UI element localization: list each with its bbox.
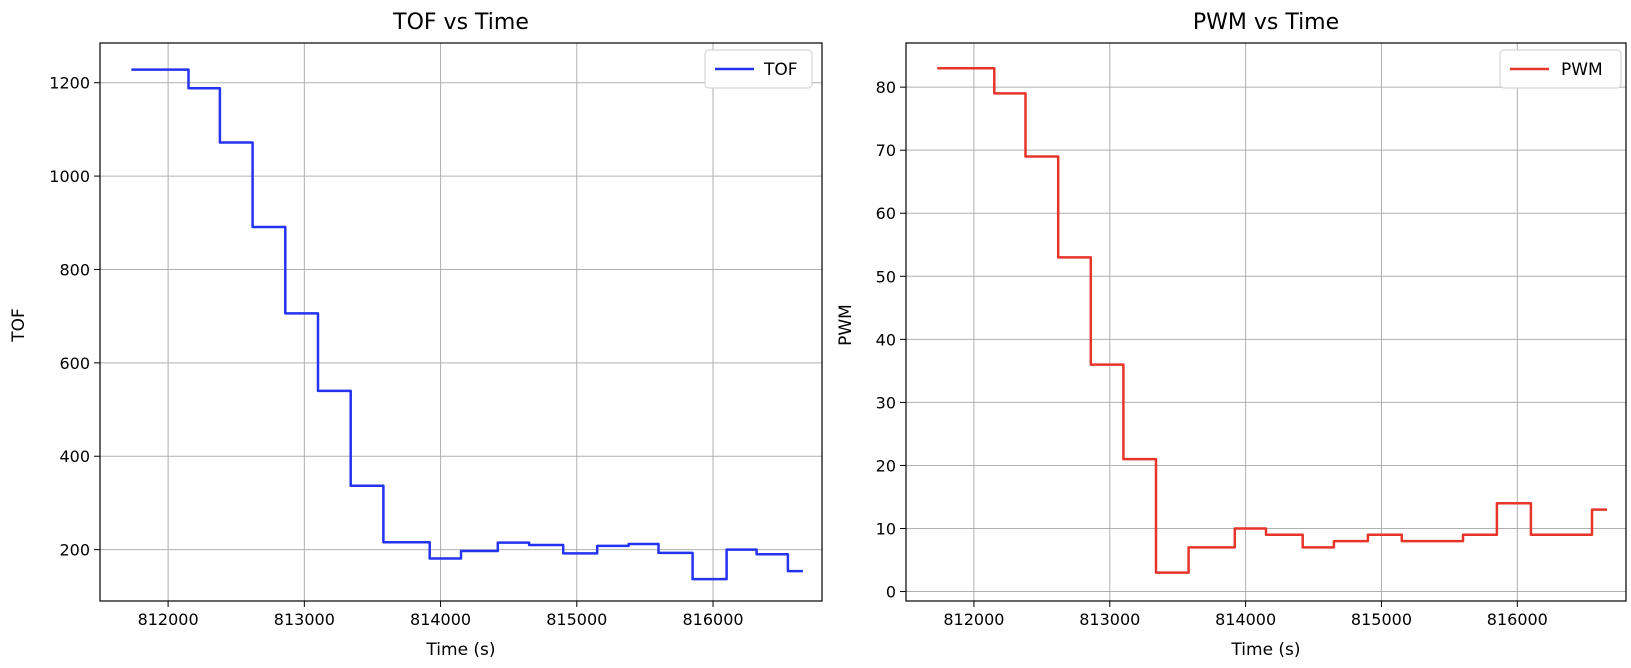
x-tick-label: 812000 — [943, 610, 1004, 629]
y-tick-label: 200 — [59, 541, 90, 560]
legend-box — [1499, 49, 1622, 89]
x-tick-label: 815000 — [1351, 610, 1412, 629]
legend-label: TOF — [763, 60, 798, 80]
y-tick-label: 0 — [886, 583, 896, 602]
y-tick-label: 80 — [876, 78, 896, 97]
x-axis-label: Time (s) — [1230, 640, 1300, 660]
pwm-chart: PWM vs Time Time (s) PWM 812000 813000 814… — [836, 10, 1627, 660]
y-tick-label: 600 — [59, 354, 90, 373]
y-tick-label: 1000 — [49, 167, 90, 186]
y-tick-label: 40 — [876, 330, 896, 349]
plot-frame — [905, 42, 1627, 602]
legend-label: PWM — [1561, 60, 1603, 80]
x-tick-label: 816000 — [1487, 610, 1548, 629]
x-axis-label: Time (s) — [425, 640, 495, 660]
y-tick-label: 800 — [59, 260, 90, 279]
y-tick-label: 1200 — [49, 74, 90, 93]
y-tick-label: 30 — [876, 393, 896, 412]
chart-title: PWM vs Time — [1193, 10, 1339, 35]
y-tick-label: 60 — [876, 204, 896, 223]
y-axis-label: PWM — [836, 304, 856, 346]
x-tick-label: 813000 — [274, 610, 335, 629]
series-line — [937, 66, 1607, 574]
legend: PWM — [1499, 49, 1622, 89]
y-axis-label: TOF — [9, 308, 29, 343]
tof-chart: TOF vs Time Time (s) TOF 812000 813000 814… — [9, 10, 823, 660]
x-tick-label: 812000 — [138, 610, 199, 629]
y-tick-label: 50 — [876, 267, 896, 286]
y-tick-label: 20 — [876, 456, 896, 475]
x-tick-label: 813000 — [1079, 610, 1140, 629]
x-tick-label: 814000 — [410, 610, 471, 629]
legend: TOF — [704, 49, 813, 89]
y-tick-label: 70 — [876, 141, 896, 160]
chart-title: TOF vs Time — [392, 10, 529, 35]
series-line — [131, 68, 803, 581]
x-tick-label: 814000 — [1215, 610, 1276, 629]
y-tick-label: 400 — [59, 447, 90, 466]
x-tick-label: 816000 — [682, 610, 743, 629]
legend-box — [704, 49, 813, 89]
y-tick-label: 10 — [876, 519, 896, 538]
plot-frame — [99, 42, 823, 602]
x-tick-label: 815000 — [546, 610, 607, 629]
